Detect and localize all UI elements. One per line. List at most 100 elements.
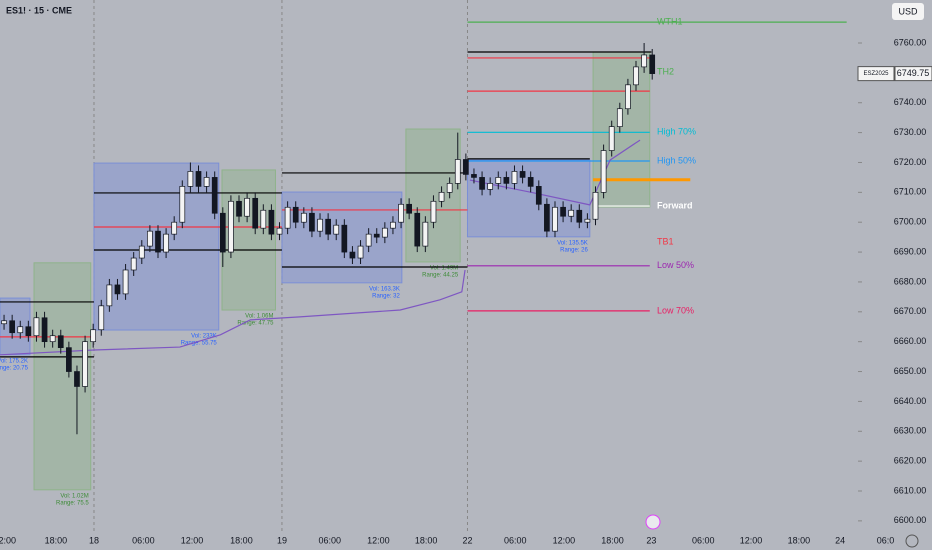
x-tick-label: 22: [462, 535, 472, 545]
y-tick-label: 6760.00: [894, 37, 927, 47]
candle-body: [511, 171, 518, 184]
box-range: Range: 55.75: [181, 341, 218, 347]
candle-body: [203, 177, 210, 187]
candle-body: [479, 177, 485, 190]
candle-body: [519, 171, 526, 178]
candle-body: [114, 284, 121, 295]
candle-body: [503, 177, 510, 184]
candle-body: [130, 257, 137, 271]
candle-body: [17, 326, 24, 334]
x-tick-label: 06:00: [504, 535, 527, 545]
candle-body: [349, 251, 356, 259]
candle-body: [463, 159, 469, 175]
y-tick-label: 6650.00: [894, 366, 927, 376]
box-volume: Vol: 1.06M: [245, 314, 273, 320]
candle-body: [147, 230, 153, 247]
x-tick-label: 18:00: [788, 535, 811, 545]
box-range: Range: 32: [372, 293, 400, 299]
box-volume: Vol: 233K: [191, 334, 217, 340]
x-tick-label: 18:00: [45, 535, 68, 545]
y-tick-label: 6690.00: [894, 246, 927, 256]
auto-scale-button[interactable]: [905, 534, 919, 548]
candle-body: [292, 206, 299, 223]
vwap-line: [469, 139, 641, 206]
candle-body: [179, 186, 186, 223]
candle-body: [422, 221, 429, 247]
x-tick-label: 06:00: [692, 535, 715, 545]
candle-body: [438, 191, 445, 202]
y-tick-label: 6710.00: [894, 187, 927, 197]
level-label: Low 70%: [657, 305, 694, 315]
level-label: High 50%: [657, 155, 696, 165]
candle-body: [25, 326, 32, 337]
candle-body: [66, 347, 72, 372]
candle-body: [568, 209, 575, 217]
candle-body: [544, 203, 550, 232]
candle-body: [414, 212, 421, 247]
candle-body: [163, 233, 169, 253]
x-tick-label: 12:00: [181, 535, 204, 545]
candle-body: [471, 174, 477, 178]
vwap-line: [0, 269, 466, 356]
y-tick-label: 6670.00: [894, 306, 927, 316]
candle-body: [446, 183, 453, 193]
currency-box[interactable]: [892, 3, 924, 20]
candle-body: [333, 224, 340, 235]
candle-body: [576, 209, 583, 223]
candle-body: [284, 206, 291, 229]
candle-body: [268, 209, 275, 235]
box-volume: Vol: 1.49M: [430, 266, 458, 272]
time-axis: [0, 531, 858, 550]
candle-body: [633, 66, 639, 86]
x-tick-label: 12:00: [553, 535, 576, 545]
y-tick-label: 6630.00: [894, 426, 927, 436]
candle-body: [527, 177, 534, 187]
box-volume: Vol: 175.2K: [0, 358, 28, 364]
box-range: Range: 75.5: [56, 500, 89, 506]
candle-body: [252, 197, 259, 229]
candle-body: [106, 284, 113, 307]
candle-body: [211, 177, 218, 214]
x-tick-label: 18:00: [415, 535, 438, 545]
level-label: TH2: [657, 66, 674, 76]
candle-body: [600, 150, 607, 193]
axes: 6600.00 6610.00 6620.00 6630.00 6640.00 6650.…: [0, 37, 932, 545]
currency[interactable]: USD: [898, 6, 918, 16]
candle-body: [57, 335, 64, 348]
y-tick-label: 6610.00: [894, 485, 927, 495]
x-tick-label: 06:0: [877, 535, 895, 545]
x-tick-label: 24: [835, 535, 845, 545]
price-tag-box: [894, 66, 932, 82]
candle-body: [357, 245, 364, 259]
chart-title: ES1! · 15 · CME: [6, 5, 72, 15]
event-icon[interactable]: [645, 514, 661, 530]
candle-body: [244, 197, 250, 217]
price-axis: [858, 0, 932, 550]
value-area-box: [33, 262, 92, 491]
candle-body: [641, 54, 647, 68]
box-range: Range: 26: [560, 247, 588, 253]
candle-body: [171, 221, 178, 235]
candle-body: [430, 200, 437, 223]
candle-body: [98, 305, 105, 331]
y-tick-label: 6740.00: [894, 97, 927, 107]
x-tick-label: 12:00: [367, 535, 390, 545]
x-tick-label: 2:00: [0, 535, 16, 545]
y-tick-label: 6640.00: [894, 396, 927, 406]
box-volume: Vol: 163.3K: [369, 286, 400, 292]
candle-body: [592, 191, 599, 220]
x-tick-label: 18:00: [230, 535, 253, 545]
candle-body: [365, 233, 372, 247]
candle-body: [625, 84, 631, 110]
level-label: TB1: [657, 236, 674, 246]
candle-body: [260, 209, 267, 229]
x-tick-label: 12:00: [740, 535, 763, 545]
candle-body: [122, 269, 129, 295]
candle-body: [33, 317, 40, 337]
candle-body: [487, 183, 494, 190]
candle-body: [649, 54, 656, 74]
candle-body: [49, 335, 56, 343]
candle-body: [495, 177, 502, 184]
candle-body: [236, 200, 242, 217]
